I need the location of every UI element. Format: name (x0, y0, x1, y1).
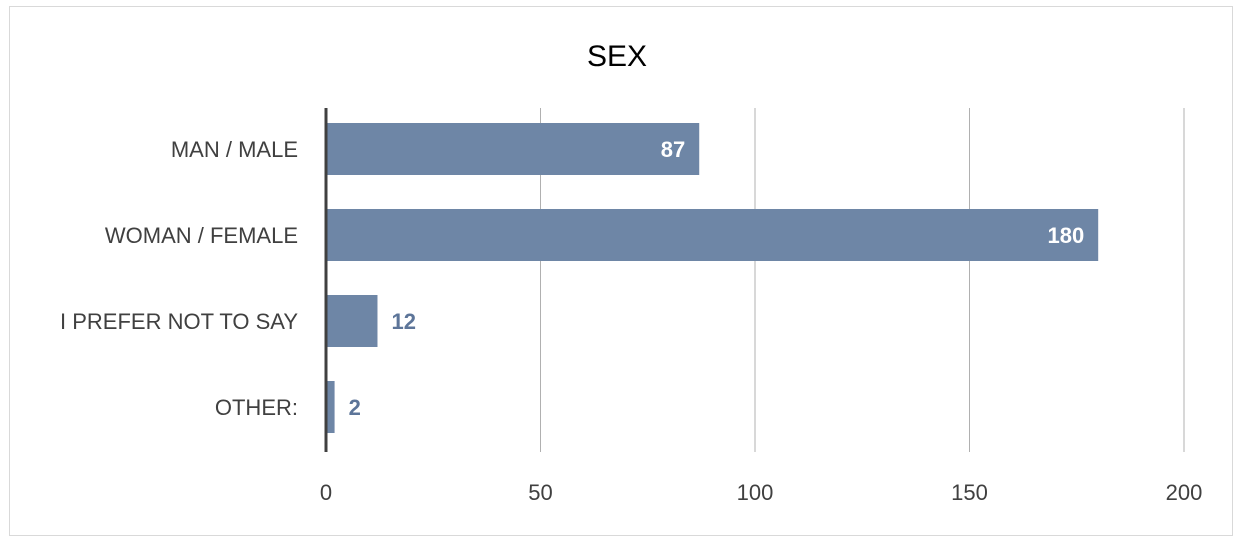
category-labels: MAN / MALE WOMAN / FEMALE I PREFER NOT TO … (60, 137, 298, 420)
bar (326, 295, 378, 347)
category-label: I PREFER NOT TO SAY (60, 309, 298, 334)
x-tick-label: 0 (320, 480, 332, 505)
chart-frame (9, 6, 1233, 536)
data-label: 2 (349, 395, 361, 420)
bar (326, 381, 335, 433)
chart-title: SEX (587, 40, 647, 73)
bar (326, 123, 700, 175)
x-tick-label: 150 (951, 480, 988, 505)
data-labels: 87 180 12 2 (349, 137, 1085, 420)
category-label: MAN / MALE (171, 137, 298, 162)
bar (326, 209, 1099, 261)
x-tick-label: 200 (1166, 480, 1203, 505)
x-tick-label: 50 (528, 480, 552, 505)
x-tick-labels: 0 50 100 150 200 (320, 480, 1202, 505)
data-label: 87 (661, 137, 685, 162)
x-tick-label: 100 (737, 480, 774, 505)
data-label: 12 (391, 309, 415, 334)
category-label: OTHER: (215, 395, 298, 420)
data-label: 180 (1047, 223, 1084, 248)
bars (326, 123, 1099, 433)
category-label: WOMAN / FEMALE (105, 223, 298, 248)
bar-chart: SEX MAN / MALE WOMAN / FEMALE I PREFER NOT… (60, 40, 1202, 505)
